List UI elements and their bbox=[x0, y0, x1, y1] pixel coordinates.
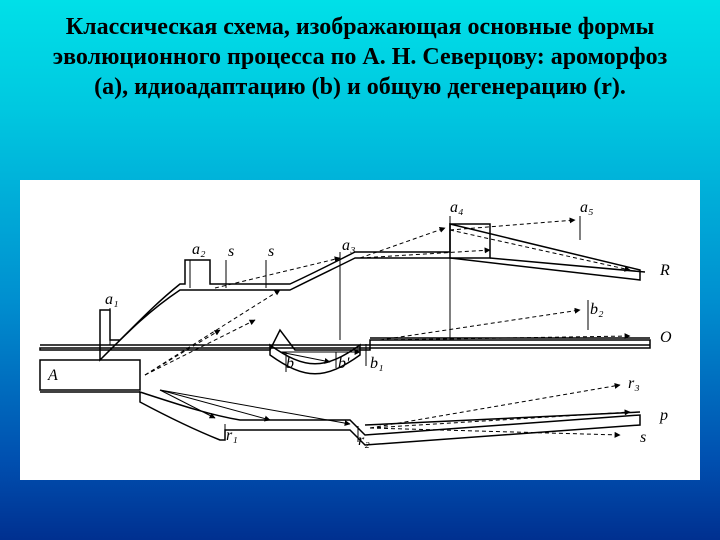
label-s1: s bbox=[228, 243, 234, 260]
label-a4: a₄ bbox=[450, 199, 464, 216]
arrow-5 bbox=[360, 250, 490, 258]
label-bp: b' bbox=[338, 355, 350, 372]
label-r2: r₂ bbox=[358, 432, 370, 449]
label-O: O bbox=[660, 329, 672, 346]
label-b1: b₁ bbox=[370, 355, 384, 372]
arrow-13 bbox=[160, 390, 215, 418]
label-p: p bbox=[659, 407, 668, 424]
band-top_plane bbox=[450, 224, 640, 280]
label-b2: b₂ bbox=[590, 301, 604, 318]
label-r3: r₃ bbox=[628, 375, 640, 392]
label-a3: a₃ bbox=[342, 237, 356, 254]
diagram-figure: AROpsa₁a₂a₃a₄a₅ssbb'b₁b₂r₁r₂r₃ bbox=[20, 180, 700, 480]
label-A: A bbox=[47, 367, 58, 384]
label-s_right: s bbox=[640, 429, 646, 446]
label-a1: a₁ bbox=[105, 291, 119, 308]
arrow-10 bbox=[370, 385, 620, 428]
label-b: b bbox=[286, 355, 294, 372]
plane-lines bbox=[40, 258, 650, 425]
slide-title: Классическая схема, изображающая основны… bbox=[0, 0, 720, 108]
label-R: R bbox=[659, 262, 670, 279]
arrow-0 bbox=[145, 330, 220, 375]
band-mid_plane_break bbox=[40, 330, 650, 350]
band-outlines bbox=[40, 224, 650, 445]
diagram-svg: AROpsa₁a₂a₃a₄a₅ssbb'b₁b₂r₁r₂r₃ bbox=[20, 180, 700, 480]
arrow-8 bbox=[380, 310, 580, 340]
arrow-2 bbox=[145, 290, 280, 375]
label-r1: r₁ bbox=[226, 427, 238, 444]
label-a5: a₅ bbox=[580, 199, 594, 216]
labels-group: AROpsa₁a₂a₃a₄a₅ssbb'b₁b₂r₁r₂r₃ bbox=[47, 199, 672, 449]
slide: Классическая схема, изображающая основны… bbox=[0, 0, 720, 540]
label-s2: s bbox=[268, 243, 274, 260]
label-a2: a₂ bbox=[192, 241, 206, 258]
arrow-7 bbox=[450, 230, 630, 270]
